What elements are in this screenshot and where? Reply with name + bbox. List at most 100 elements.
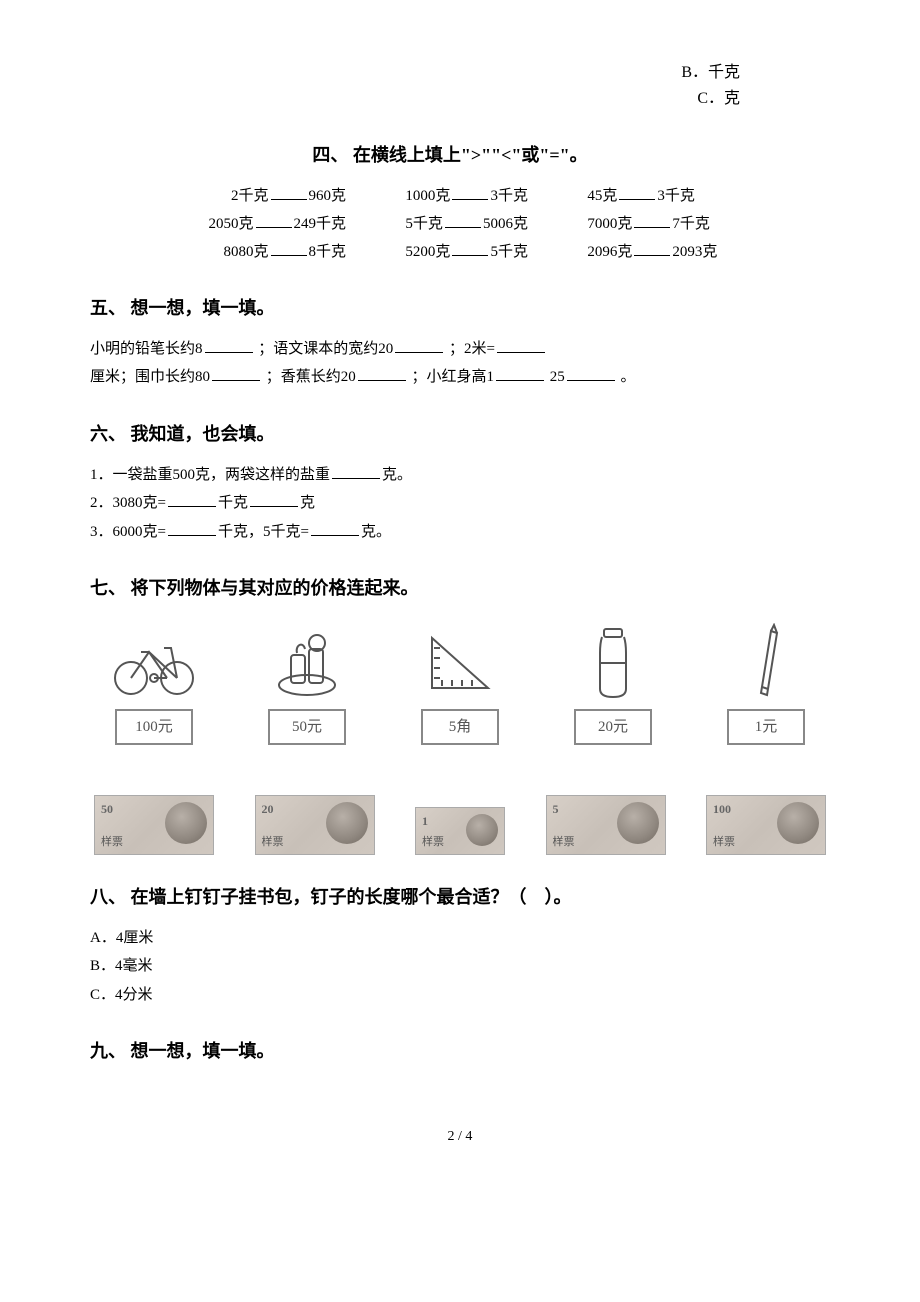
price-tag: 5角	[421, 709, 499, 745]
money-note-1: 1 样票	[415, 807, 505, 855]
money-denom: 20	[262, 800, 274, 819]
blank-input[interactable]	[358, 365, 406, 381]
section-8-options: A．4厘米 B．4毫米 C．4分米	[90, 924, 830, 1010]
portrait-icon	[617, 802, 659, 844]
portrait-icon	[326, 802, 368, 844]
table-row: 8080克 8千克 5200克 5千克 2096克 2093克	[90, 238, 830, 266]
money-row: 50 样票 20 样票 1 样票 5 样票 100 样票	[90, 795, 830, 855]
price-tag: 100元	[115, 709, 193, 745]
text: 2．3080克=	[90, 495, 166, 511]
triangle-ruler-icon	[415, 623, 505, 703]
text: 克。	[382, 467, 412, 483]
blank-input[interactable]	[567, 365, 615, 381]
blank-input[interactable]	[332, 463, 380, 479]
cell: 2千克	[231, 188, 269, 204]
section-7-title: 七、 将下列物体与其对应的价格连起来。	[90, 574, 830, 603]
cell: 8千克	[309, 244, 347, 260]
section-8-title: 八、 在墙上钉钉子挂书包，钉子的长度哪个最合适？（ ）。	[90, 883, 830, 912]
cell: 3千克	[657, 188, 695, 204]
portrait-icon	[165, 802, 207, 844]
cosmetics-icon	[262, 623, 352, 703]
cell: 2096克	[587, 244, 632, 260]
option-b: B．千克	[90, 60, 740, 86]
comparison-table: 2千克960克 1000克3千克 45克3千克 2050克249千克 5千克50…	[90, 182, 830, 266]
section-5-title: 五、 想一想，填一填。	[90, 294, 830, 323]
text: ；香蕉长约20	[266, 369, 356, 385]
text: 3．6000克=	[90, 524, 166, 540]
blank-input[interactable]	[311, 520, 359, 536]
text: 1．一袋盐重500克，两袋这样的盐重	[90, 467, 330, 483]
money-denom: 50	[101, 800, 113, 819]
money-note-100: 100 样票	[706, 795, 826, 855]
blank-input[interactable]	[445, 212, 481, 228]
money-note-50: 50 样票	[94, 795, 214, 855]
price-tag: 50元	[268, 709, 346, 745]
text: 小明的铅笔长约8	[90, 341, 203, 357]
section-6-body: 1．一袋盐重500克，两袋这样的盐重克。 2．3080克=千克克 3．6000克…	[90, 461, 830, 547]
section-4-title: 四、 在横线上填上">""<"或"="。	[90, 141, 810, 170]
text: 厘米；围巾长约80	[90, 369, 210, 385]
cell: 5200克	[405, 244, 450, 260]
blank-input[interactable]	[497, 337, 545, 353]
cell: 2050克	[209, 216, 254, 232]
blank-input[interactable]	[271, 240, 307, 256]
cell: 3千克	[490, 188, 528, 204]
water-bottle-icon	[568, 623, 658, 703]
blank-input[interactable]	[634, 240, 670, 256]
text: 。	[621, 369, 636, 385]
blank-input[interactable]	[250, 491, 298, 507]
blank-input[interactable]	[496, 365, 544, 381]
blank-input[interactable]	[634, 212, 670, 228]
text: ；语文课本的宽约20	[258, 341, 393, 357]
sample-label: 样票	[101, 834, 123, 852]
blank-input[interactable]	[205, 337, 253, 353]
sample-label: 样票	[713, 834, 735, 852]
cell: 8080克	[224, 244, 269, 260]
item-bicycle: 100元	[94, 623, 214, 745]
sample-label: 样票	[422, 834, 444, 852]
cell: 7千克	[672, 216, 710, 232]
table-row: 2050克249千克 5千克5006克 7000克7千克	[90, 210, 830, 238]
money-denom: 1	[422, 812, 428, 831]
sample-label: 样票	[262, 834, 284, 852]
price-tag: 1元	[727, 709, 805, 745]
cell: 2093克	[672, 244, 717, 260]
blank-input[interactable]	[168, 491, 216, 507]
text: 克	[300, 495, 315, 511]
sample-label: 样票	[553, 834, 575, 852]
cell: 1000克	[405, 188, 450, 204]
bicycle-icon	[109, 623, 199, 703]
items-row: 100元 50元 5角	[90, 623, 830, 745]
section-5-body: 小明的铅笔长约8 ；语文课本的宽约20 ；2米= 厘米；围巾长约80 ；香蕉长约…	[90, 335, 830, 392]
option-c[interactable]: C．4分米	[90, 981, 830, 1010]
text: 千克	[218, 495, 248, 511]
portrait-icon	[466, 814, 498, 846]
blank-input[interactable]	[271, 184, 307, 200]
blank-input[interactable]	[452, 240, 488, 256]
price-tag: 20元	[574, 709, 652, 745]
blank-input[interactable]	[168, 520, 216, 536]
item-water-bottle: 20元	[553, 623, 673, 745]
text: 克。	[361, 524, 391, 540]
cell: 960克	[309, 188, 347, 204]
top-options: B．千克 C．克	[90, 60, 830, 111]
text: 千克，5千克=	[218, 524, 309, 540]
money-note-5: 5 样票	[546, 795, 666, 855]
option-c: C．克	[90, 86, 740, 112]
item-pencil: 1元	[706, 623, 826, 745]
section-6-title: 六、 我知道，也会填。	[90, 420, 830, 449]
text: ；2米=	[449, 341, 495, 357]
section-9-title: 九、 想一想，填一填。	[90, 1037, 830, 1066]
cell: 249千克	[294, 216, 347, 232]
blank-input[interactable]	[256, 212, 292, 228]
cell: 5千克	[490, 244, 528, 260]
table-row: 2千克960克 1000克3千克 45克3千克	[90, 182, 830, 210]
option-a[interactable]: A．4厘米	[90, 924, 830, 953]
blank-input[interactable]	[395, 337, 443, 353]
blank-input[interactable]	[452, 184, 488, 200]
option-b[interactable]: B．4毫米	[90, 952, 830, 981]
blank-input[interactable]	[212, 365, 260, 381]
cell: 5006克	[483, 216, 528, 232]
text: 25	[550, 369, 565, 385]
blank-input[interactable]	[619, 184, 655, 200]
